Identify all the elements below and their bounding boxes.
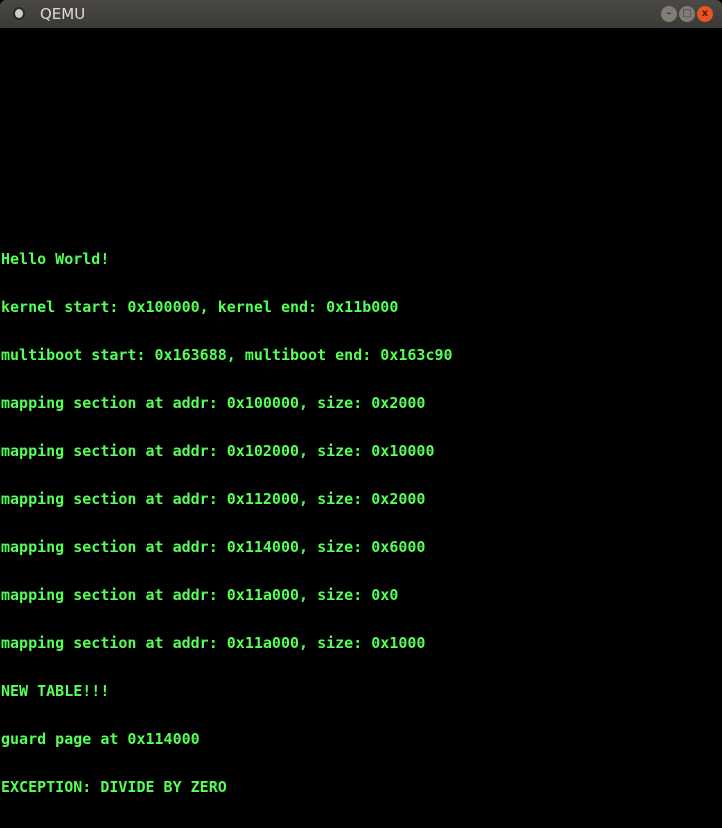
- console-output: Hello World! kernel start: 0x100000, ker…: [1, 219, 453, 827]
- console-line: mapping section at addr: 0x100000, size:…: [1, 394, 426, 412]
- console-line: multiboot start: 0x163688, multiboot end…: [1, 346, 453, 364]
- maximize-button[interactable]: □: [679, 6, 695, 22]
- console-line: mapping section at addr: 0x102000, size:…: [1, 442, 435, 460]
- window-title: QEMU: [40, 5, 86, 23]
- qemu-app-icon: [15, 9, 23, 18]
- console-line: Hello World!: [1, 250, 110, 268]
- console-line: NEW TABLE!!!: [1, 682, 110, 700]
- title-bar[interactable]: QEMU – □ x: [0, 0, 722, 28]
- console-line: mapping section at addr: 0x114000, size:…: [1, 538, 426, 556]
- console-line: guard page at 0x114000: [1, 730, 200, 748]
- console-line: mapping section at addr: 0x112000, size:…: [1, 490, 426, 508]
- vm-display[interactable]: Hello World! kernel start: 0x100000, ker…: [0, 28, 722, 795]
- close-button[interactable]: x: [697, 6, 713, 22]
- console-line: mapping section at addr: 0x11a000, size:…: [1, 586, 399, 604]
- minimize-button[interactable]: –: [661, 6, 677, 22]
- console-line: kernel start: 0x100000, kernel end: 0x11…: [1, 298, 399, 316]
- console-line: mapping section at addr: 0x11a000, size:…: [1, 634, 426, 652]
- console-line: EXCEPTION: DIVIDE BY ZERO: [1, 778, 227, 796]
